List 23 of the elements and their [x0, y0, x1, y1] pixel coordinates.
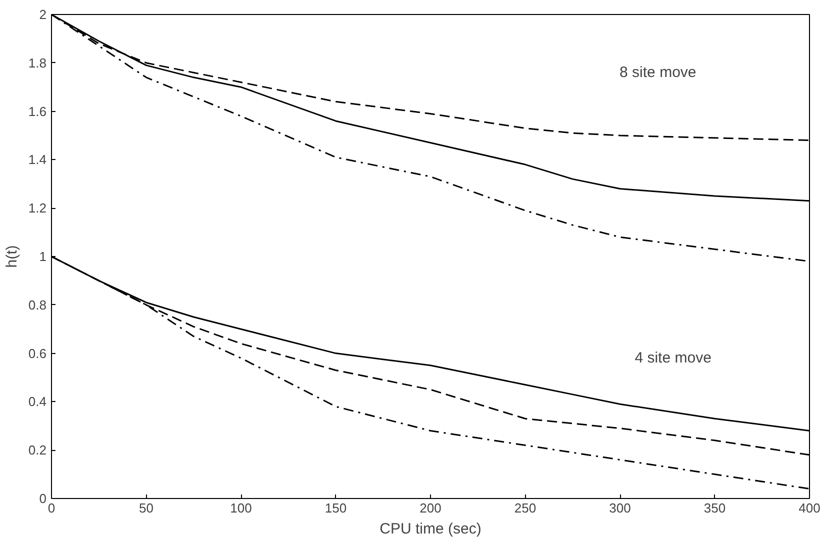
x-tick-label: 100 [230, 500, 252, 516]
y-tick-label: 0.6 [28, 346, 47, 361]
x-tick-label: 150 [324, 500, 347, 516]
x-tick-label: 250 [514, 500, 536, 516]
x-tick-label: 400 [798, 500, 820, 516]
y-tick-label: 0.2 [28, 442, 47, 458]
x-tick-label: 200 [420, 500, 442, 516]
y-tick-label: 1.4 [28, 152, 47, 168]
annotation: 8 site move [620, 64, 696, 82]
y-tick-label: 1.6 [28, 104, 47, 119]
y-tick-label: 1.8 [28, 55, 47, 70]
y-tick-label: 0.8 [28, 297, 47, 312]
x-tick-label: 350 [704, 500, 726, 516]
x-tick-label: 300 [609, 500, 631, 516]
y-tick-label: 1 [39, 249, 47, 264]
x-axis-title: CPU time (sec) [380, 520, 482, 538]
annotation: 4 site move [634, 350, 712, 367]
y-tick-label: 1.2 [28, 200, 47, 216]
y-tick-label: 0.4 [28, 394, 47, 410]
x-tick-label: 50 [139, 500, 154, 516]
y-tick-label: 2 [39, 7, 47, 22]
y-tick-label: 0 [39, 491, 47, 506]
y-axis-title: h(t) [3, 245, 20, 268]
